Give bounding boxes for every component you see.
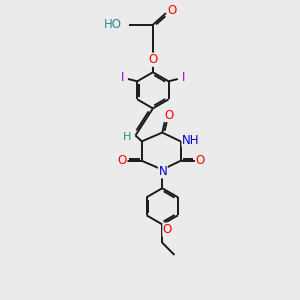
Text: H: H (123, 132, 131, 142)
Text: O: O (167, 4, 176, 17)
Text: O: O (196, 154, 205, 167)
Text: NH: NH (182, 134, 200, 147)
Text: I: I (182, 71, 185, 84)
Text: I: I (121, 71, 124, 84)
Text: HO: HO (104, 18, 122, 31)
Text: O: O (163, 223, 172, 236)
Text: O: O (165, 109, 174, 122)
Text: O: O (118, 154, 127, 167)
Text: N: N (158, 165, 167, 178)
Text: O: O (149, 53, 158, 66)
